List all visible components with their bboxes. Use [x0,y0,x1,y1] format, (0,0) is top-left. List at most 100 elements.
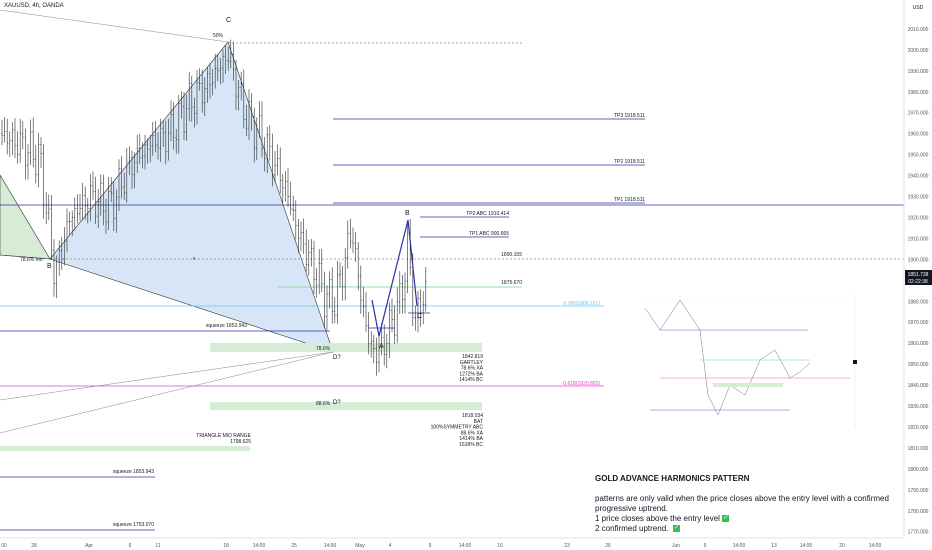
note-line-2: 1 price closes above the entry level [595,514,720,523]
point-d1-label: D? [333,355,341,361]
last-price-badge [905,270,932,285]
symbol-title: XAUUSD, 4h, OANDA [4,3,64,9]
x-tick-label: 14:00 [324,543,337,549]
candle-series [1,39,427,376]
x-tick-label: 4 [389,543,392,549]
x-tick-label: 14:00 [253,543,266,549]
y-tick-label: 1880.000 [908,299,929,305]
gartley-line: 78.6% XA [461,366,484,372]
y-tick-label: 1910.000 [908,236,929,242]
y-tick-label: 1960.000 [908,132,929,138]
y-tick-label: 1790.000 [908,488,929,494]
currency-label: USD [913,5,924,11]
note-line-3: 2 confirmed uptrend. [595,524,669,533]
x-tick-label: 11 [155,543,160,549]
x-tick-label: 14:00 [733,543,746,549]
lvl-1890-label: 1890.155 [501,252,522,258]
y-tick-label: 1780.000 [908,509,929,515]
y-tick-label: 1980.000 [908,90,929,96]
point-c-label: C [226,17,231,24]
abc-pattern-line [371,219,418,337]
x-tick-label: 6 [129,543,132,549]
pattern-overlay [368,219,865,430]
gartley-line: 1842.819 [462,354,483,360]
point-b2-label: B [405,210,410,217]
y-tick-label: 1830.000 [908,404,929,410]
gartley-line: GARTLEY [460,360,484,366]
point-d2-label: D? [333,400,341,406]
point-a-label: A [379,343,384,350]
xabcd-triangle [49,41,334,353]
y-tick-label: 1950.000 [908,153,929,159]
tp1-abc-label: TP1 ABC 900.665 [469,231,509,237]
x-tick-label: 20 [839,543,845,549]
x-tick-label: 28 [31,543,37,549]
x-tick-label: 9 [429,543,432,549]
y-tick-label: 1970.000 [908,111,929,117]
left-triangle [0,174,51,260]
gartley-line: 1414% BC [459,377,483,383]
x-tick-label: 14:00 [800,543,813,549]
inset-chart [637,290,865,430]
check-icon: ✓ [672,525,680,533]
fib-618-label: 0.618(1829.802) [563,381,600,387]
inset-badge [853,360,857,364]
y-tick-label: 1940.000 [908,174,929,180]
pct-786-d-label: 78.6% [316,346,331,352]
pct-50-label: 50% [213,33,224,39]
y-tick-label: 1820.000 [908,425,929,431]
bat-line: 1414% BA [459,436,483,442]
check-icon: ✓ [721,515,729,523]
gartley-line: 1272% BA [459,371,483,377]
trend-line [0,351,334,401]
triangle-zone [0,446,250,451]
tp2-abc-label: TP2 ABC 1910.414 [466,211,509,217]
harmonic-shapes [0,9,904,531]
x-tick-label: Apr [85,543,93,549]
pct-886-label: 88.6% [316,401,331,407]
y-tick-label: 1810.000 [908,446,929,452]
y-tick-label: 1920.000 [908,215,929,221]
bat-line: 1618% BC [459,442,483,448]
y-tick-label: 1860.000 [908,341,929,347]
x-tick-label: 6 [704,543,707,549]
y-tick-label: 2010.000 [908,27,929,33]
y-tick-label: 1990.000 [908,69,929,75]
note-line-1: patterns are only valid when the price c… [595,494,889,513]
gartley-zone [210,343,482,352]
y-tick-label: 1870.000 [908,320,929,326]
triangle-label-2: 1798.625 [230,439,251,445]
y-tick-label: 1930.000 [908,195,929,201]
xa-line [0,254,51,260]
y-tick-label: 1800.000 [908,467,929,473]
bat-zone [210,402,482,410]
trend-line [0,9,229,43]
inset-zone [713,383,783,387]
y-tick-label: 1850.000 [908,362,929,368]
x-tick-label: 14:00 [459,543,472,549]
bat-line: 1818.034 [462,413,483,419]
point-b-label: B [47,263,52,270]
y-tick-label: 1840.000 [908,383,929,389]
x-tick-label: 23 [564,543,570,549]
last-price: 1851.738 [908,272,929,278]
x-tick-label: 13 [771,543,777,549]
x-tick-label: 26 [605,543,611,549]
bat-line: 100%SYMMETRY ABC [431,425,484,431]
triangle-label-1: TRIANGLE MID RANGE [196,433,251,439]
trend-line [0,351,334,434]
x-axis-ticks: 00 28 Apr 6 11 18 14:00 25 14:00 May 4 9 14:00 16 23 26… [1,543,881,549]
x-tick-label: 25 [291,543,297,549]
lvl-1875-label: 1875.670 [501,280,522,286]
x-tick-label: 14:00 [869,543,882,549]
x-tick-label: May [355,543,365,549]
squeeze-2-label: squeeze 1853.943 [113,469,154,475]
y-tick-label: 2000.000 [908,48,929,54]
squeeze-3-label: squeeze 1753.070 [113,522,154,528]
bat-line: BAT [474,419,483,425]
tp1-label: TP1 1918.511 [614,197,645,203]
pattern-note: GOLD ADVANCE HARMONICS PATTERN patterns … [595,474,925,534]
x-tick-label: 18 [223,543,229,549]
